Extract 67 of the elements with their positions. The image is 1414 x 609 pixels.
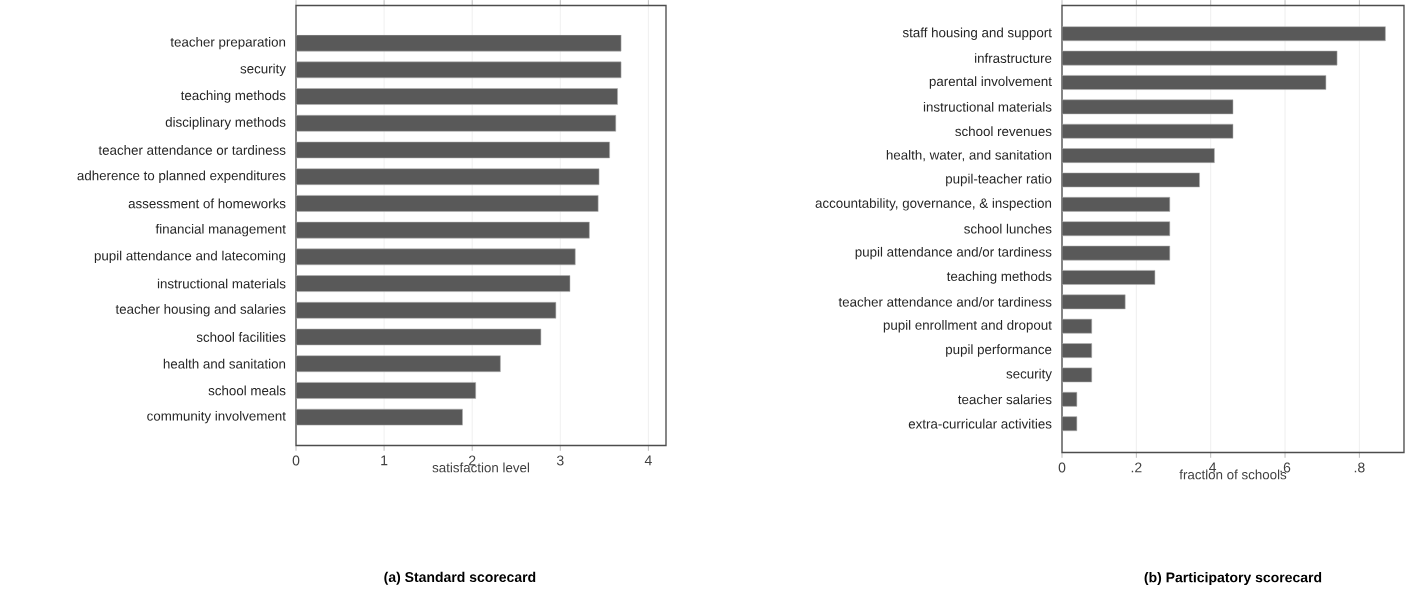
bar: [1062, 148, 1215, 163]
y-tick-label: pupil attendance and latecoming: [94, 250, 286, 263]
y-tick-label: teacher attendance and/or tardiness: [838, 296, 1052, 307]
bar: [296, 114, 617, 132]
bar: [1062, 26, 1386, 41]
y-tick-label: teacher preparation: [170, 36, 286, 50]
bar: [1062, 50, 1338, 66]
bar: [1062, 294, 1126, 309]
bar: [1062, 196, 1171, 212]
y-tick-label: extra-curricular activities: [908, 418, 1052, 429]
y-tick-label: community involvement: [147, 410, 286, 424]
y-tick-label: security: [240, 63, 286, 76]
bar: [1062, 99, 1234, 114]
y-tick-label: instructional materials: [157, 278, 286, 289]
bar: [296, 34, 622, 52]
y-tick-label: school meals: [208, 385, 286, 396]
y-tick-label: health, water, and sanitation: [886, 149, 1052, 162]
bar: [296, 221, 590, 239]
bar: [1062, 221, 1171, 236]
y-tick-label: assessment of homeworks: [128, 198, 286, 209]
y-tick-label: financial management: [155, 223, 286, 237]
x-tick-label: 1: [381, 455, 388, 465]
x-tick-label: 4: [644, 455, 652, 465]
bar: [1062, 245, 1171, 261]
bar: [296, 275, 571, 292]
bar: [296, 381, 476, 399]
y-tick-label: disciplinary methods: [165, 116, 286, 130]
y-tick-label: staff housing and support: [902, 27, 1052, 40]
y-tick-label: teacher attendance or tardiness: [98, 144, 286, 155]
y-tick-label: teacher salaries: [958, 394, 1052, 404]
y-tick-label: accountability, governance, & inspection: [815, 197, 1052, 211]
x-tick-label: 0: [1058, 462, 1066, 473]
bar: [296, 194, 599, 212]
y-tick-label: pupil performance: [946, 344, 1052, 357]
y-tick-label: teaching methods: [946, 271, 1052, 284]
bar: [296, 301, 557, 319]
bar: [296, 408, 463, 426]
bar: [296, 328, 542, 346]
bar: [1062, 74, 1327, 90]
text: (b) Participatory scorecard: [1144, 571, 1322, 585]
bar: [296, 141, 610, 159]
y-tick-label: instructional materials: [923, 101, 1052, 112]
bar: [296, 168, 600, 185]
bar: [296, 61, 622, 78]
y-tick-label: school facilities: [196, 331, 286, 342]
y-tick-label: parental involvement: [929, 76, 1052, 89]
y-tick-label: adherence to planned expenditures: [77, 170, 286, 183]
y-tick-label: teaching methods: [180, 90, 286, 103]
x-tick-label: 0: [292, 455, 300, 466]
x-tick-label: .8: [1354, 462, 1365, 473]
bar: [1062, 269, 1156, 285]
x-tick-label: 3: [556, 455, 564, 466]
y-tick-label: pupil-teacher ratio: [946, 173, 1052, 186]
y-tick-label: school revenues: [955, 126, 1052, 136]
x-tick-label: .2: [1131, 462, 1142, 473]
y-tick-label: teacher housing and salaries: [115, 303, 286, 317]
bar: [296, 248, 576, 265]
y-tick-label: infrastructure: [975, 52, 1052, 63]
y-tick-label: pupil attendance and/or tardiness: [855, 246, 1052, 260]
y-tick-label: pupil enrollment and dropout: [883, 319, 1052, 333]
bar: [296, 355, 501, 372]
bar: [1062, 123, 1234, 139]
y-tick-label: school lunches: [964, 223, 1052, 234]
bar: [296, 88, 618, 105]
text: (a) Standard scorecard: [384, 571, 536, 585]
y-tick-label: security: [1006, 368, 1052, 381]
y-tick-label: health and sanitation: [163, 358, 286, 369]
